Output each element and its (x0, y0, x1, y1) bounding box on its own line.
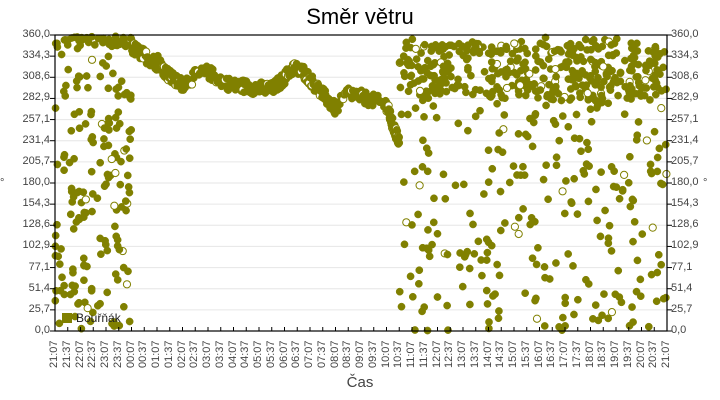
x-axis-label: Čas (346, 374, 374, 391)
y-tick-label: 128,6 (22, 218, 50, 231)
x-tick-label: 18:37 (596, 340, 609, 368)
x-tick-label: 23:37 (111, 340, 124, 368)
x-tick-label: 16:07 (532, 340, 545, 368)
data-points (51, 32, 671, 335)
x-tick-label: 11:37 (417, 341, 430, 368)
y-tick-label: 308,6 (22, 70, 50, 83)
y-tick-label: 205,7 (671, 154, 699, 167)
x-tick-label: 16:37 (545, 340, 558, 368)
x-tick-label: 22:07 (73, 340, 86, 368)
x-tick-label: 00:07 (124, 340, 137, 368)
y-tick-label: 334,3 (22, 49, 50, 62)
y-tick-label: 360,0 (22, 28, 50, 40)
x-tick-label: 06:07 (277, 340, 290, 368)
axis-ticks (50, 34, 672, 332)
y-tick-label: 102,9 (671, 239, 699, 252)
x-tick-label: 04:07 (226, 340, 239, 368)
x-tick-label: 03:07 (201, 340, 213, 368)
y-tick-label: 51,4 (671, 281, 693, 294)
x-tick-label: 15:37 (519, 340, 532, 368)
y-tick-label: 282,9 (671, 91, 699, 104)
x-tick-label: 06:37 (290, 340, 303, 368)
x-tick-label: 13:37 (468, 340, 481, 368)
x-tick-label: 17:37 (570, 340, 583, 368)
y-tick-label: 257,1 (22, 112, 50, 125)
y-tick-label: 231,4 (671, 133, 699, 146)
y-tick-label: 51,4 (28, 281, 50, 294)
y-tick-label: 25,7 (28, 302, 50, 315)
x-tick-label: 18:07 (583, 340, 596, 368)
y-tick-label: 77,1 (671, 260, 693, 273)
x-tick-label: 03:37 (213, 340, 226, 368)
y-tick-label: 154,3 (22, 197, 50, 210)
x-tick-label: 04:37 (239, 340, 252, 368)
x-tick-label: 19:07 (609, 340, 621, 368)
y-axis-unit-left: ° (0, 177, 5, 189)
y-tick-label: 0,0 (34, 324, 50, 336)
x-tick-label: 17:07 (558, 340, 570, 368)
x-tick-label: 10:37 (392, 340, 405, 368)
y-tick-label: 25,7 (671, 302, 693, 315)
y-axis-unit-right: ° (703, 177, 708, 189)
x-tick-label: 05:37 (264, 340, 277, 368)
chart-title: Směr větru (306, 4, 414, 29)
y-tick-label: 205,7 (22, 154, 50, 167)
x-tick-label: 09:07 (354, 340, 366, 368)
legend-swatch (62, 313, 72, 323)
x-tick-label: 15:07 (507, 340, 519, 368)
y-tick-label: 231,4 (22, 133, 50, 146)
x-tick-label: 20:37 (647, 340, 660, 368)
y-tick-label: 180,0 (22, 176, 50, 188)
x-tick-label: 12:07 (430, 340, 443, 368)
x-tick-label: 08:07 (328, 340, 341, 368)
x-tick-label: 02:07 (175, 340, 188, 368)
x-tick-label: 09:37 (366, 340, 379, 368)
x-tick-label: 10:07 (379, 340, 392, 368)
x-tick-label: 21:07 (48, 340, 60, 368)
x-tick-label: 07:07 (303, 340, 315, 368)
x-tick-label: 07:37 (315, 340, 328, 368)
legend: Bouřňák (62, 311, 121, 325)
x-tick-label: 21:37 (60, 340, 73, 368)
x-tick-label: 05:07 (252, 340, 264, 368)
y-tick-label: 77,1 (28, 260, 50, 273)
x-tick-label: 14:37 (494, 340, 507, 368)
x-tick-label: 00:37 (137, 340, 150, 368)
x-tick-label: 14:07 (481, 340, 494, 368)
y-tick-label: 154,3 (671, 197, 699, 210)
y-tick-label: 360,0 (671, 28, 699, 40)
x-tick-label: 22:37 (86, 340, 99, 368)
y-tick-label: 282,9 (22, 91, 50, 104)
y-tick-label: 257,1 (671, 112, 699, 125)
x-tick-label: 12:37 (443, 340, 456, 368)
x-tick-label: 01:07 (150, 340, 162, 368)
y-tick-label: 334,3 (671, 49, 699, 62)
x-tick-label: 20:07 (634, 340, 647, 368)
x-tick-label: 21:07 (660, 340, 672, 368)
x-tick-label: 19:37 (621, 340, 634, 368)
x-tick-label: 02:37 (188, 340, 201, 368)
y-tick-label: 308,6 (671, 70, 699, 83)
x-tick-label: 23:07 (99, 340, 111, 368)
x-tick-label: 11:07 (405, 341, 417, 368)
y-tick-label: 180,0 (671, 176, 699, 188)
x-tick-label: 01:37 (162, 340, 175, 368)
x-tick-label: 13:07 (456, 340, 468, 368)
y-tick-label: 102,9 (22, 239, 50, 252)
legend-label: Bouřňák (76, 311, 121, 325)
y-tick-label: 0,0 (671, 324, 687, 336)
x-tick-label: 08:37 (341, 340, 354, 368)
y-tick-label: 128,6 (671, 218, 699, 231)
